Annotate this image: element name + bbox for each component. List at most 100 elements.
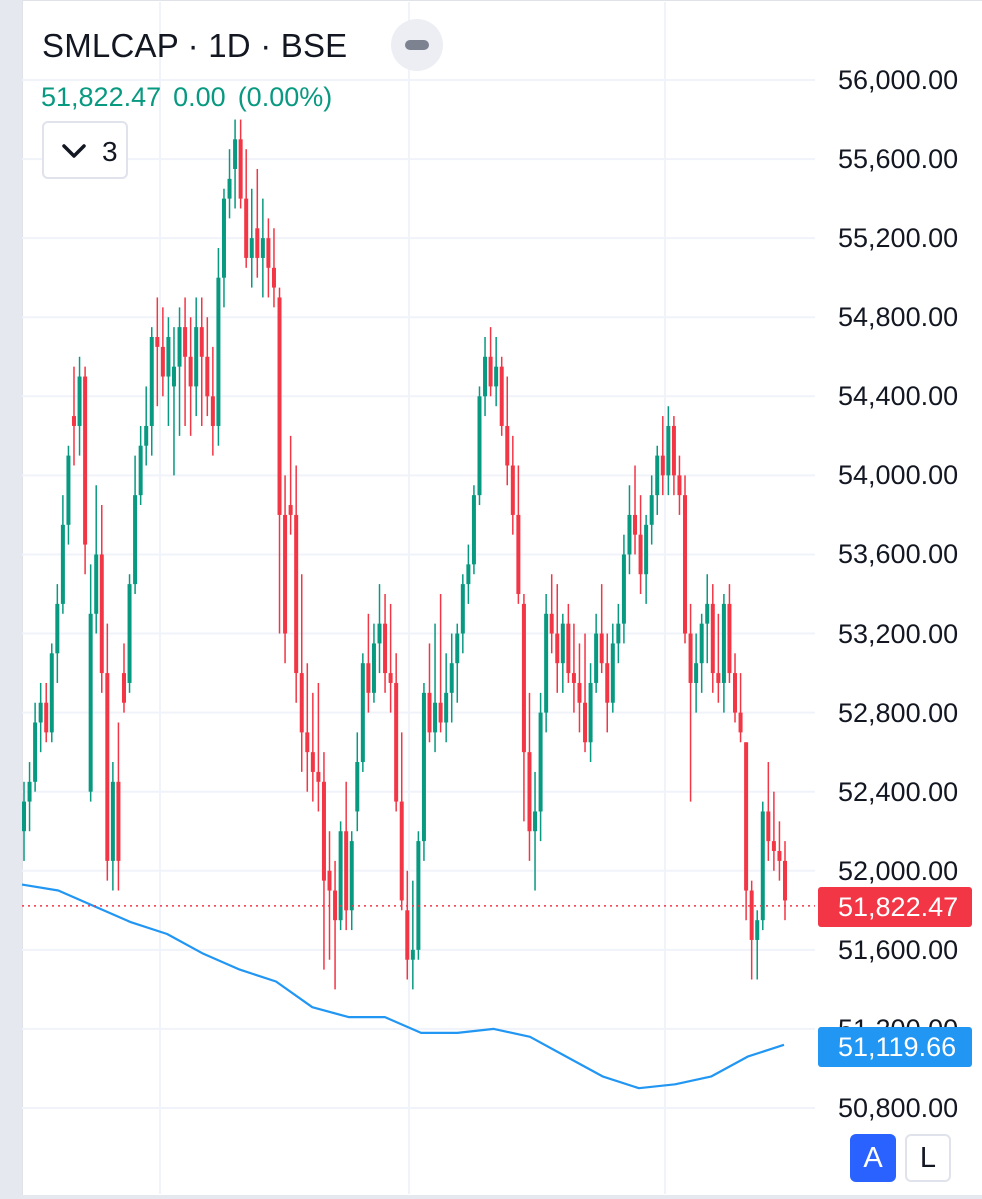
candle-body [510,465,515,515]
y-tick-label: 53,200.00 [838,618,959,649]
candle-body [399,801,404,901]
candle-body [294,514,299,674]
candle-body [549,613,554,634]
candle-body [666,425,671,476]
candle-body [321,781,326,881]
candle-body [566,623,571,674]
y-tick-label: 54,400.00 [838,381,959,412]
candle-body [783,860,787,901]
candle-body [683,495,688,634]
candle-body [327,870,332,891]
candle-body [605,663,610,703]
candle-body [494,366,499,387]
candle-body [588,682,593,743]
candle-body [38,702,43,723]
candle-body [677,475,682,496]
candle-body [160,346,165,377]
candle-body [533,811,538,832]
last-price: 51,822.47 [41,82,162,112]
candle-body [488,356,493,387]
candle-body [638,534,643,575]
candle-body [60,524,65,604]
candle-body [594,633,599,683]
grid [22,2,815,1194]
candle-body [449,663,454,693]
candle-body [71,416,76,426]
candle-body [371,643,376,693]
candle-body [416,841,421,950]
candle-body [660,455,665,476]
candle-body [710,603,715,674]
collapse-legend-button[interactable] [391,19,443,71]
candle-body [610,643,615,703]
candle-body [344,831,349,911]
candle-body [433,702,438,733]
candle-body [616,623,621,644]
candle-body [33,722,38,782]
candle-body [121,673,126,703]
candle-body [777,851,782,861]
candle-body [77,376,82,426]
candle-body [88,613,93,792]
candle-body [299,673,304,733]
candle-body [633,514,638,535]
candle-body [721,603,726,683]
candle-body [499,366,504,426]
candles [22,119,787,990]
candle-body [760,811,765,921]
candle-body [44,702,49,733]
y-tick-label: 53,600.00 [838,539,959,570]
candle-body [544,613,549,713]
candle-body [477,396,482,496]
candle-body [649,495,654,525]
candle-body [233,139,238,169]
candle-body [238,139,243,199]
indicators-toggle-button[interactable]: 3 [42,121,128,179]
candle-body [133,495,138,585]
candle-body [194,327,199,387]
candle-body [427,692,432,733]
candle-body [155,337,160,347]
log-scale-button[interactable]: L [905,1134,951,1182]
candle-body [216,277,221,426]
candle-body [288,505,293,515]
candle-body [466,564,471,585]
candle-body [116,781,121,861]
candle-body [188,356,193,387]
candle-body [110,781,115,861]
candle-body [360,663,365,763]
candle-body [377,623,382,644]
candle-body [260,238,265,258]
candle-body [405,910,410,960]
candle-body [705,603,710,624]
candle-body [538,712,543,812]
candle-body [49,653,54,733]
candle-body [577,682,582,703]
candle-body [383,623,388,674]
y-tick-label: 55,200.00 [838,223,959,254]
y-tick-label: 54,000.00 [838,460,959,491]
moving-average [21,883,785,1090]
candle-body [66,455,71,525]
last-price-tag: 51,822.47 [818,887,972,927]
candle-body [527,752,532,832]
candle-body [749,890,754,940]
symbol-title[interactable]: SMLCAP · 1D · BSE [42,27,348,64]
y-tick-label: 52,000.00 [838,855,959,886]
y-tick-label: 55,600.00 [838,144,959,175]
y-tick-label: 56,000.00 [838,65,959,95]
candle-body [388,673,393,683]
minus-icon [405,40,429,50]
y-tick-label: 52,400.00 [838,776,959,807]
chevron-down-icon [62,144,86,158]
candle-body [555,633,560,664]
candle-body [766,811,771,842]
candle-body [460,584,465,634]
candle-body [733,673,738,713]
candle-body [483,356,488,397]
candle-body [694,663,699,683]
auto-scale-button[interactable]: A [850,1134,896,1182]
candle-body [349,841,354,911]
candle-body [210,396,215,426]
